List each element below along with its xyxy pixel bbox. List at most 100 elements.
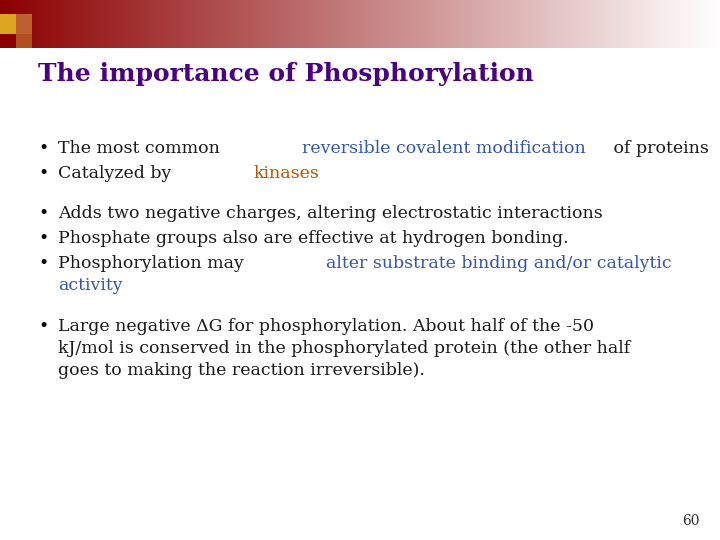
Bar — [30, 0, 33, 48]
Bar — [288, 0, 291, 48]
Bar — [474, 0, 477, 48]
Bar — [18, 0, 21, 48]
Bar — [466, 0, 469, 48]
Bar — [356, 0, 359, 48]
Bar — [434, 0, 437, 48]
Bar — [154, 0, 157, 48]
Bar — [550, 0, 553, 48]
Text: The most common: The most common — [58, 140, 225, 157]
Bar — [54, 0, 57, 48]
Bar — [326, 0, 329, 48]
Bar — [242, 0, 245, 48]
Bar — [666, 0, 669, 48]
Bar — [370, 0, 373, 48]
Bar — [192, 0, 195, 48]
Bar — [320, 0, 323, 48]
Bar — [40, 0, 43, 48]
Bar — [208, 0, 211, 48]
Bar — [384, 0, 387, 48]
Bar — [282, 0, 285, 48]
Bar — [60, 0, 63, 48]
Bar — [678, 0, 681, 48]
Bar — [484, 0, 487, 48]
Bar — [152, 0, 155, 48]
Bar — [714, 0, 717, 48]
Bar — [226, 0, 229, 48]
Bar — [490, 0, 493, 48]
Bar — [94, 0, 97, 48]
Bar — [338, 0, 341, 48]
Bar — [548, 0, 551, 48]
Bar — [388, 0, 391, 48]
Bar — [52, 0, 55, 48]
Bar — [314, 0, 317, 48]
Bar — [92, 0, 95, 48]
Bar — [524, 0, 527, 48]
Bar — [402, 0, 405, 48]
Bar — [310, 0, 313, 48]
Bar — [292, 0, 295, 48]
Bar — [626, 0, 629, 48]
Bar — [142, 0, 145, 48]
Bar — [450, 0, 453, 48]
Bar — [582, 0, 585, 48]
Bar — [248, 0, 251, 48]
Bar — [446, 0, 449, 48]
Bar — [468, 0, 471, 48]
Bar — [458, 0, 461, 48]
Bar — [482, 0, 485, 48]
Bar — [44, 0, 47, 48]
Bar — [702, 0, 705, 48]
Bar — [260, 0, 263, 48]
Bar — [598, 0, 601, 48]
Bar — [156, 0, 159, 48]
Bar — [706, 0, 709, 48]
Bar — [680, 0, 683, 48]
Bar — [340, 0, 343, 48]
Bar — [630, 0, 633, 48]
Bar — [262, 0, 265, 48]
Bar — [692, 0, 695, 48]
Bar — [710, 0, 713, 48]
Bar — [412, 0, 415, 48]
Text: •: • — [38, 205, 48, 222]
Bar — [526, 0, 529, 48]
Text: alter substrate binding and/or catalytic: alter substrate binding and/or catalytic — [326, 255, 672, 272]
Bar — [430, 0, 433, 48]
Bar — [480, 0, 483, 48]
Bar — [348, 0, 351, 48]
Bar — [270, 0, 273, 48]
Bar — [592, 0, 595, 48]
Bar — [620, 0, 623, 48]
Bar — [20, 0, 23, 48]
Bar — [202, 0, 205, 48]
Bar — [172, 0, 175, 48]
Bar — [676, 0, 679, 48]
Bar — [38, 0, 41, 48]
Bar — [492, 0, 495, 48]
Bar — [16, 14, 32, 34]
Bar — [558, 0, 561, 48]
Bar — [16, 34, 32, 48]
Bar — [428, 0, 431, 48]
Bar — [0, 34, 16, 48]
Bar — [420, 0, 423, 48]
Bar — [656, 0, 659, 48]
Bar — [302, 0, 305, 48]
Bar — [10, 0, 13, 48]
Bar — [48, 0, 51, 48]
Bar — [318, 0, 321, 48]
Bar — [198, 0, 201, 48]
Bar — [26, 0, 29, 48]
Bar — [308, 0, 311, 48]
Bar — [650, 0, 653, 48]
Bar — [418, 0, 421, 48]
Bar — [162, 0, 165, 48]
Bar — [216, 0, 219, 48]
Bar — [118, 0, 121, 48]
Bar — [74, 0, 77, 48]
Bar — [170, 0, 173, 48]
Bar — [552, 0, 555, 48]
Bar — [330, 0, 333, 48]
Bar — [454, 0, 457, 48]
